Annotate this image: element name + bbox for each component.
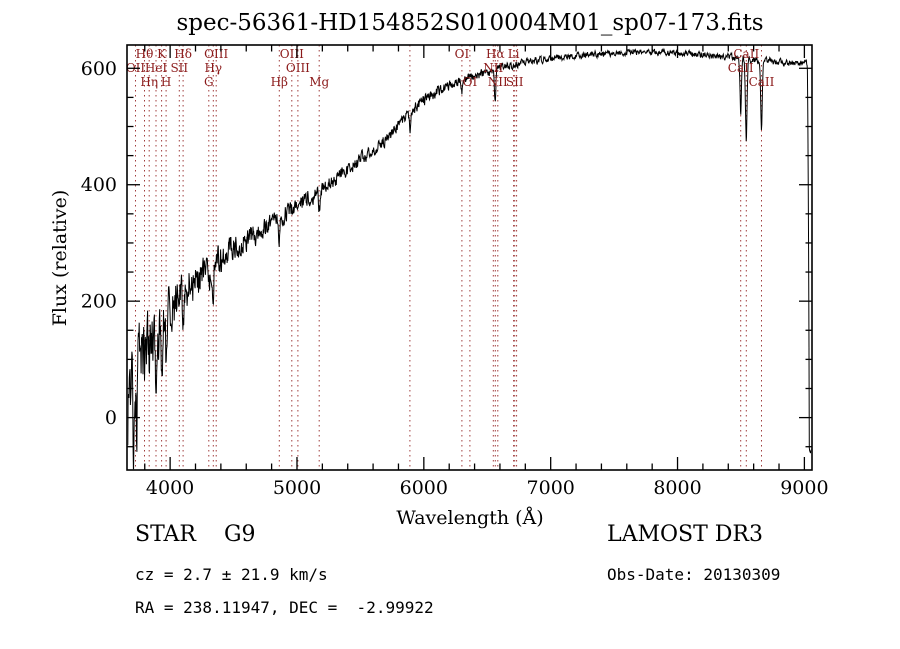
spectral-line-label: HeI xyxy=(145,61,168,75)
y-tick-label: 400 xyxy=(81,174,117,196)
spectral-line-label: OIII xyxy=(280,47,304,61)
y-tick-label: 600 xyxy=(81,58,117,80)
spectral-line-label: Hγ xyxy=(204,61,222,75)
spectral-line-label: CaII xyxy=(733,47,759,61)
spectral-line-label: Hβ xyxy=(271,75,288,89)
spectral-line-label: OI xyxy=(455,47,470,61)
spectral-line-labels: OIIHθHηHeIKHSIIHδGHγOIIIHβOIIIOIIIMgOIOI… xyxy=(126,47,775,89)
x-axis-title: Wavelength (Å) xyxy=(396,507,543,529)
spectral-line-label: OIII xyxy=(204,47,228,61)
spectral-line-label: OI xyxy=(463,75,478,89)
axis-ticks xyxy=(127,45,812,470)
ra-dec: RA = 238.11947, DEC = -2.99922 xyxy=(135,598,434,617)
y-tick-label: 0 xyxy=(105,407,117,429)
spectral-line-label: Li xyxy=(508,47,520,61)
spectral-line-label: Hη xyxy=(140,75,158,89)
x-tick-label: 5000 xyxy=(273,477,321,499)
spectral-line-label: NII xyxy=(488,75,508,89)
x-tick-labels: 4000 5000 6000 7000 8000 9000 xyxy=(146,477,829,499)
x-tick-label: 4000 xyxy=(146,477,194,499)
obs-date: Obs-Date: 20130309 xyxy=(607,565,781,584)
x-tick-label: 9000 xyxy=(780,477,828,499)
x-tick-label: 7000 xyxy=(527,477,575,499)
spectral-line-label: Hθ xyxy=(136,47,154,61)
x-tick-label: 6000 xyxy=(400,477,448,499)
y-tick-labels: 0 200 400 600 xyxy=(81,58,117,429)
spectral-line-label: Hα xyxy=(486,47,505,61)
spectral-line-label: SII xyxy=(170,61,188,75)
spectral-line-label: CaII xyxy=(749,75,775,89)
plot-area: OIIHθHηHeIKHSIIHδGHγOIIIHβOIIIOIIIMgOIOI… xyxy=(81,44,829,499)
x-tick-label: 8000 xyxy=(653,477,701,499)
spectral-line-label: K xyxy=(157,47,167,61)
spectral-line-label: G xyxy=(204,75,214,89)
spectral-line-label: Hδ xyxy=(174,47,192,61)
spectrum-trace xyxy=(127,47,812,470)
y-axis-title: Flux (relative) xyxy=(49,190,71,327)
cz-value: cz = 2.7 ± 21.9 km/s xyxy=(135,565,328,584)
spectral-line-label: OIII xyxy=(286,61,310,75)
spectral-line-label: H xyxy=(161,75,171,89)
spectral-line-label: Mg xyxy=(309,75,329,89)
plot-frame xyxy=(126,44,813,471)
y-tick-label: 200 xyxy=(81,291,117,313)
spectral-line-label: SII xyxy=(506,75,524,89)
spectral-line-label: CaII xyxy=(728,61,754,75)
classification-label: STAR G9 xyxy=(135,522,256,547)
spectral-line-markers xyxy=(135,45,762,470)
survey-label: LAMOST DR3 xyxy=(607,522,763,547)
chart-title: spec-56361-HD154852S010004M01_sp07-173.f… xyxy=(176,10,763,36)
spectral-line-label: NII xyxy=(483,61,503,75)
